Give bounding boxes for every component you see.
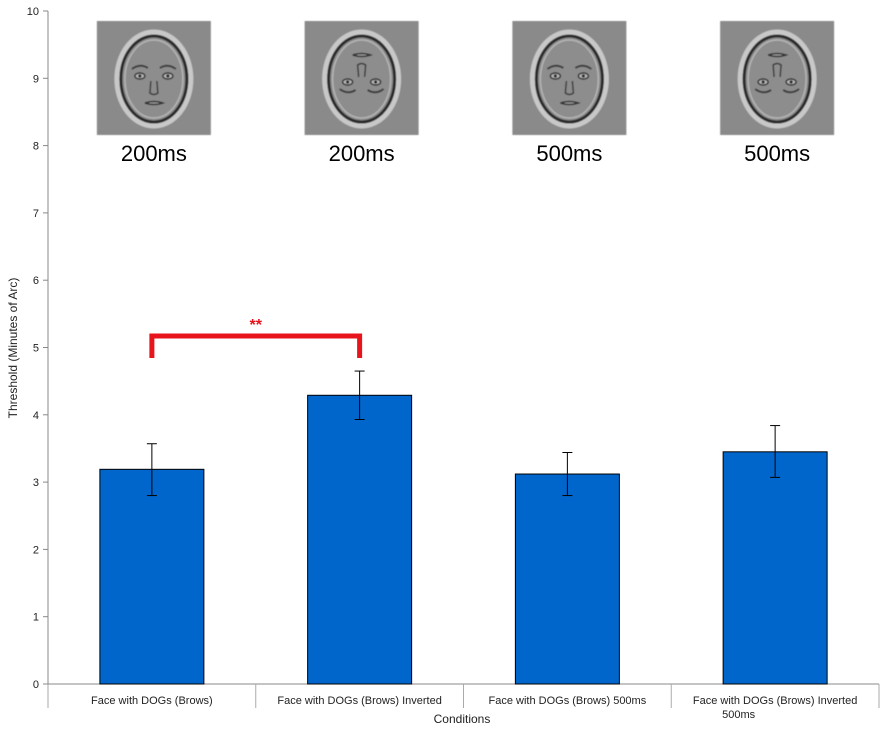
upright-face-icon (512, 21, 627, 135)
pupil-left (553, 74, 557, 78)
y-tick-label: 0 (33, 679, 39, 691)
pupil-left (346, 80, 350, 84)
inverted-face-icon (304, 21, 419, 135)
y-tick-label: 9 (33, 73, 39, 85)
pupil-right (374, 80, 378, 84)
brow-left (131, 64, 149, 70)
y-tick-label: 5 (33, 343, 39, 355)
face-halo (322, 29, 402, 129)
pupil-right (166, 74, 170, 78)
upright-face-icon (96, 21, 211, 135)
y-tick-label: 1 (33, 612, 39, 624)
pupil-right (789, 80, 793, 84)
face-outline (327, 34, 397, 124)
x-tick-label: Face with DOGs (Brows) Inverted (277, 695, 441, 707)
x-tick-label: Face with DOGs (Brows) 500ms (489, 695, 647, 707)
bar (514, 473, 620, 685)
stimulus-duration-label: 500ms (536, 141, 602, 166)
x-axis-title: Conditions (434, 712, 491, 726)
face-outline (534, 34, 604, 124)
face-halo (529, 29, 609, 129)
face-halo (737, 29, 817, 129)
significance-bracket (149, 333, 363, 358)
face-outline (742, 34, 812, 124)
face-inner-edge (124, 39, 184, 119)
y-tick-label: 6 (33, 275, 39, 287)
nose (356, 62, 367, 78)
pupil-left (138, 74, 142, 78)
y-tick-label: 7 (33, 208, 39, 220)
x-tick-label: Face with DOGs (Brows) (91, 695, 213, 707)
mouth (352, 52, 373, 58)
brow-left (546, 64, 564, 70)
brow-left (754, 88, 772, 94)
y-tick-label: 10 (27, 6, 39, 18)
pupil-right (581, 74, 585, 78)
face-inner-edge (747, 39, 807, 119)
brow-right (367, 88, 385, 94)
y-tick-label: 3 (33, 477, 39, 489)
bar (722, 451, 828, 685)
brow-right (574, 64, 592, 70)
face-halo (114, 29, 194, 129)
bar (307, 394, 413, 685)
nose (564, 80, 575, 96)
x-tick-label: Face with DOGs (Brows) Inverted 500ms (693, 695, 857, 721)
mouth (767, 52, 789, 58)
y-axis-title: Threshold (Minutes of Arc) (6, 278, 20, 419)
brow-left (339, 88, 357, 94)
stimulus-duration-label: 500ms (744, 141, 810, 166)
brow-right (159, 64, 177, 70)
pupil-left (761, 80, 765, 84)
mouth (560, 100, 581, 106)
y-tick-label: 4 (33, 410, 39, 422)
bar (99, 468, 205, 685)
y-axis-title-group: Threshold (Minutes of Arc) (6, 278, 20, 419)
mouth (144, 100, 166, 106)
face-inner-edge (331, 39, 392, 119)
y-tick-label: 8 (33, 141, 39, 153)
stimulus-duration-label: 200ms (121, 141, 187, 166)
stimulus-duration-label: 200ms (329, 141, 395, 166)
nose (772, 62, 782, 78)
nose (149, 80, 159, 96)
brow-right (782, 88, 800, 94)
inverted-face-icon (720, 21, 835, 135)
face-outline (119, 34, 189, 124)
face-inner-edge (539, 39, 600, 119)
significance-label: ** (250, 317, 263, 334)
y-tick-label: 2 (33, 544, 39, 556)
